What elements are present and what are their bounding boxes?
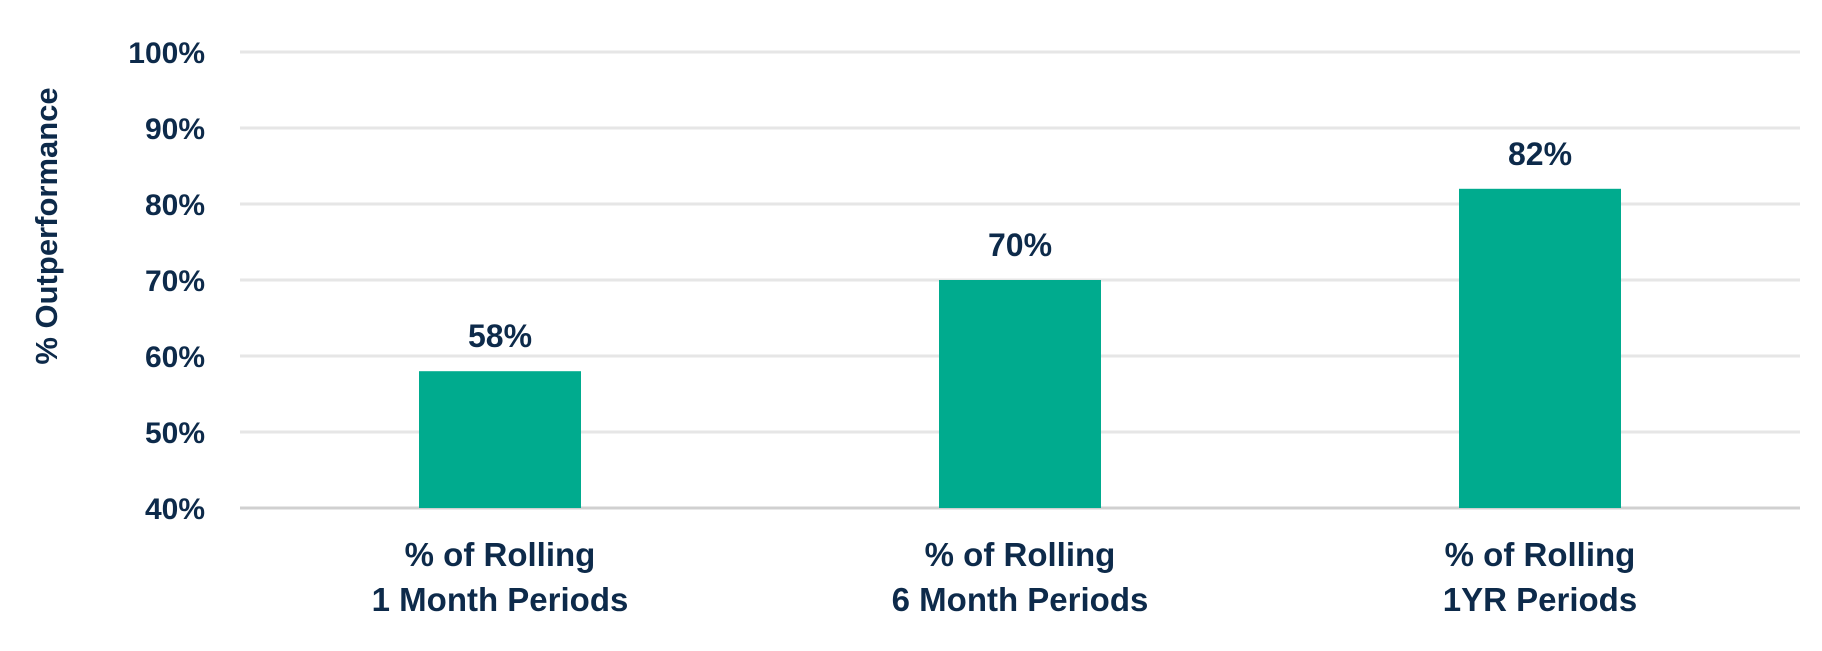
y-tick-label: 90% xyxy=(145,113,205,146)
y-axis-title: % Outperformance xyxy=(29,87,64,364)
data-label: 58% xyxy=(468,318,532,354)
y-tick-label: 70% xyxy=(145,265,205,298)
y-tick-label: 100% xyxy=(128,37,205,70)
x-category-label: % of Rolling xyxy=(405,536,596,573)
x-axis-categories: % of Rolling 1 Month Periods % of Rolling 6… xyxy=(372,536,1638,618)
data-label: 82% xyxy=(1508,136,1572,172)
x-category-label: 1YR Periods xyxy=(1443,581,1637,618)
y-axis-ticks: 100% 90% 80% 70% 60% 50% 40% xyxy=(128,37,205,526)
y-tick-label: 60% xyxy=(145,341,205,374)
y-tick-label: 40% xyxy=(145,493,205,526)
bar xyxy=(1459,188,1621,509)
y-tick-label: 80% xyxy=(145,189,205,222)
bar xyxy=(939,280,1101,508)
x-category-label: % of Rolling xyxy=(925,536,1116,573)
x-category-label: 1 Month Periods xyxy=(372,581,629,618)
data-labels: 58% 70% 82% xyxy=(468,136,1572,354)
y-tick-label: 50% xyxy=(145,417,205,450)
bar xyxy=(419,371,581,508)
data-label: 70% xyxy=(988,227,1052,263)
bars xyxy=(419,188,1621,509)
x-category-label: % of Rolling xyxy=(1445,536,1636,573)
x-category-label: 6 Month Periods xyxy=(892,581,1149,618)
